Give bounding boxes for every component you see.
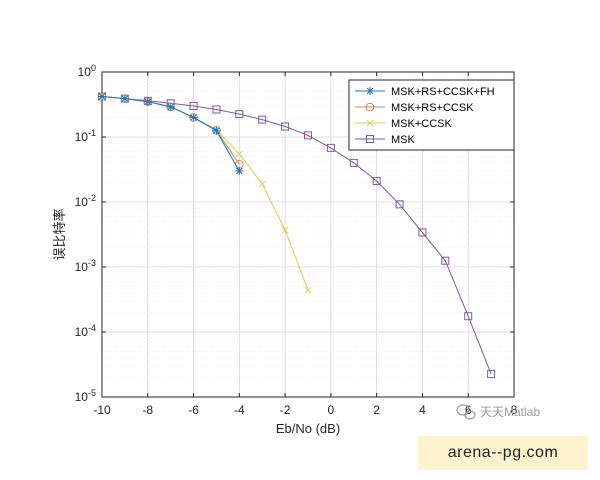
data-point [487, 370, 496, 379]
legend-label: MSK+RS+CCSK+FH [391, 86, 495, 98]
watermark-text: 天天Matlab [480, 405, 540, 419]
y-tick-label: 10-4 [75, 323, 96, 339]
data-point [366, 87, 374, 95]
y-tick-label: 100 [78, 63, 96, 79]
data-point [212, 105, 221, 114]
legend-entry: MSK [355, 134, 416, 146]
x-tick-label: -8 [142, 403, 153, 417]
data-point [235, 110, 244, 119]
legend-label: MSK+RS+CCSK [391, 102, 474, 114]
data-point [464, 312, 473, 321]
data-point [120, 94, 129, 103]
data-point [418, 228, 427, 237]
legend-label: MSK+CCSK [391, 118, 452, 130]
data-point [258, 180, 266, 188]
data-point [366, 119, 374, 127]
plot-area [101, 71, 515, 398]
y-tick-label: 10-3 [75, 258, 96, 274]
series-group [97, 92, 496, 379]
x-tick-label: 0 [328, 403, 335, 417]
data-point [365, 102, 375, 112]
data-point [235, 166, 244, 175]
y-tick-label: 10-1 [75, 128, 96, 144]
watermark: 天天Matlab [456, 404, 540, 420]
legend-entry: MSK+RS+CCSK+FH [355, 86, 495, 98]
data-point [349, 158, 358, 167]
x-tick-label: -4 [234, 403, 245, 417]
data-point [372, 177, 381, 186]
axis-ticks: -10 -8 -6 -4 -2 0 2 4 6 8 100 10-1 10-2 10-3 10-4 10-5 [75, 63, 518, 417]
data-point [326, 143, 335, 152]
data-point [143, 97, 152, 106]
data-point [281, 226, 289, 234]
y-tick-label: 10-5 [75, 388, 96, 404]
data-point [258, 115, 267, 124]
y-tick-label: 10-2 [75, 193, 96, 209]
data-point [441, 256, 450, 265]
legend-entry: MSK+RS+CCSK [355, 102, 474, 114]
data-point [366, 135, 374, 143]
wechat-icon [456, 404, 476, 420]
x-tick-label: -2 [280, 403, 291, 417]
x-tick-label: -10 [93, 403, 111, 417]
data-point [189, 101, 198, 110]
data-point [395, 200, 404, 209]
data-point [98, 92, 106, 101]
x-tick-label: 2 [373, 403, 380, 417]
y-axis-label: 误比特率 [52, 208, 67, 260]
x-axis-label: Eb/No (dB) [276, 421, 340, 436]
legend: MSK+RS+CCSK+FH MSK+RS+CCSK MSK+CCSK MSK [348, 79, 515, 151]
legend-entry: MSK+CCSK [355, 118, 452, 130]
x-tick-label: 4 [419, 403, 426, 417]
x-tick-label: -6 [188, 403, 199, 417]
data-point [304, 131, 312, 140]
site-banner-text: arena--pg.com [447, 444, 559, 461]
series-msk-rs-ccsk-fh [98, 92, 244, 175]
x-tick-label: 8 [511, 403, 518, 417]
data-point [189, 113, 198, 122]
legend-label: MSK [391, 134, 416, 146]
x-tick-label: 6 [465, 403, 472, 417]
data-point [281, 122, 290, 131]
data-point [212, 126, 221, 135]
legend-box [348, 79, 515, 151]
site-banner: arena--pg.com [418, 436, 588, 470]
data-point [166, 102, 175, 111]
series-line [101, 96, 309, 291]
data-point [304, 286, 312, 294]
data-point [235, 150, 243, 158]
